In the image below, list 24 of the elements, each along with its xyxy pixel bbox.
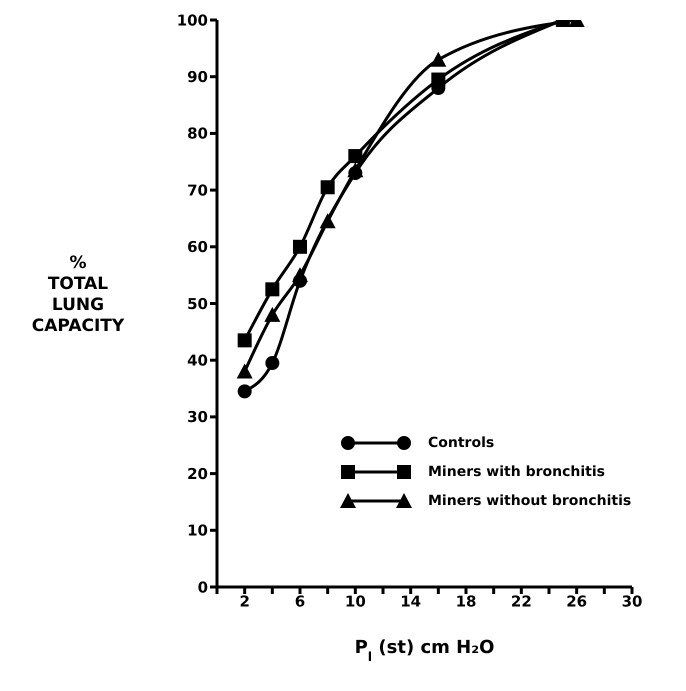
y-tick-label: 50 (187, 294, 208, 313)
x-axis-title: P$_{l}$ (st) cm H₂O (354, 637, 494, 664)
x-tick-label: 30 (622, 592, 642, 611)
x-tick-label: 18 (456, 592, 476, 611)
y-axis-title: % TOTAL LUNG CAPACITY (32, 253, 125, 336)
x-tick-label: 22 (510, 592, 532, 611)
x-tick-label: 6 (294, 592, 306, 611)
y-tick-label: 10 (187, 522, 208, 540)
legend-label: Controls (428, 434, 494, 450)
x-tick-label: 10 (344, 592, 366, 611)
y-tick-label: 20 (187, 464, 208, 483)
x-tick-label: 26 (566, 592, 588, 611)
y-tick-label: 90 (187, 68, 208, 86)
legend-label: Miners with bronchitis (428, 464, 605, 480)
x-tick-label: 2 (239, 592, 250, 611)
y-tick-label: 30 (187, 408, 208, 426)
y-tick-label: 0 (198, 578, 208, 596)
y-tick-label: 60 (187, 238, 208, 256)
legend-label: Miners without bronchitis (428, 492, 632, 508)
y-tick-label: 40 (187, 352, 208, 370)
y-tick-label: 100 (176, 11, 208, 30)
x-tick-label: 14 (400, 592, 422, 611)
y-tick-label: 70 (187, 181, 208, 200)
y-tick-label: 80 (187, 124, 208, 143)
